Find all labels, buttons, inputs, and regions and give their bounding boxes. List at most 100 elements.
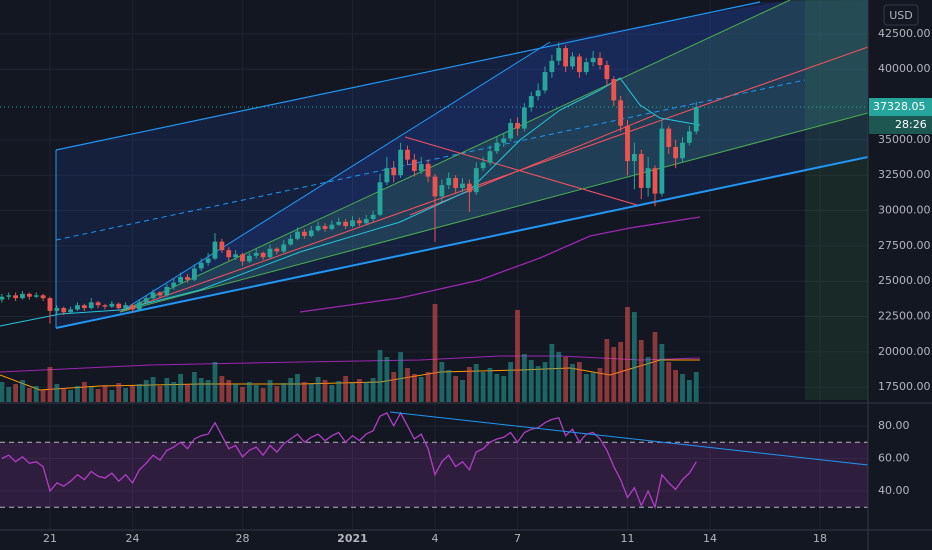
volume-bar (178, 374, 184, 402)
volume-bar (356, 379, 362, 402)
volume-bar (494, 374, 500, 402)
rsi-tick-label: 60.00 (878, 451, 910, 464)
candle-body (590, 57, 596, 63)
volume-bar (521, 354, 527, 402)
candle-body (130, 305, 135, 310)
candle-body (308, 230, 314, 236)
volume-bar (487, 368, 493, 402)
candle-body (288, 238, 294, 245)
candle-body (563, 48, 569, 67)
candle-body (240, 254, 245, 262)
candle-body (549, 60, 555, 73)
candle-body (336, 221, 342, 225)
rsi-tick-label: 80.00 (878, 419, 910, 432)
rsi-layer (0, 411, 868, 510)
fan-line (119, 46, 868, 313)
volume-bar (26, 388, 32, 402)
fan-line (119, 41, 551, 313)
last-price-box (869, 97, 932, 116)
volume-bar (185, 384, 190, 402)
candle-body (171, 282, 177, 287)
candle-body (6, 295, 12, 297)
candle-body (418, 163, 424, 171)
y-tick-label: 32500.00 (878, 168, 931, 181)
volume-bar (515, 310, 520, 402)
channel-bottom (55, 156, 868, 329)
volume-average (0, 355, 701, 373)
candle-body (315, 226, 321, 231)
candle-body (191, 268, 197, 280)
volume-bar (583, 374, 589, 402)
volume-bar (336, 381, 342, 402)
volume-bar (315, 377, 321, 402)
volume-bar (501, 376, 507, 402)
volume-bar (432, 304, 438, 402)
candle-body (0, 296, 5, 300)
y-tick-label: 35000.00 (878, 133, 931, 146)
fan-fill (120, 0, 868, 312)
candle-body (666, 128, 672, 147)
candle-body (47, 298, 53, 311)
volume-bar (288, 378, 294, 402)
volume-bar (618, 342, 624, 402)
volume-bar (576, 362, 582, 402)
volume-bar (666, 362, 672, 402)
moving-average (299, 216, 701, 313)
candle-body (501, 138, 507, 143)
volume-bar (631, 312, 637, 402)
volume-bar (693, 372, 699, 402)
candle-body (295, 231, 300, 239)
volume-bar (411, 374, 417, 402)
candle-body (198, 262, 204, 269)
volume-bar (556, 352, 562, 402)
candle-body (576, 56, 582, 73)
candle-body (611, 79, 617, 101)
candle-body (164, 286, 170, 296)
volume-bar (418, 377, 424, 402)
candle-body (466, 183, 472, 193)
candle-body (370, 214, 376, 220)
volume-bar (659, 344, 665, 402)
candle-body (88, 302, 94, 309)
volume-bar (61, 388, 67, 402)
volume-bar (33, 386, 39, 402)
y-tick-label: 22500.00 (878, 310, 931, 323)
volume-bar (473, 364, 479, 402)
candle-body (226, 250, 232, 258)
last-price-label: 37328.05 (873, 100, 926, 113)
volume-bar (102, 385, 108, 402)
candle-body (136, 302, 142, 310)
candle-body (40, 295, 46, 299)
rsi-tick-label: 40.00 (878, 484, 910, 497)
x-tick-label: 7 (514, 532, 521, 545)
volume-bar (453, 376, 459, 402)
candle-body (116, 303, 122, 309)
volume-bar (480, 372, 486, 402)
candle-body (384, 168, 390, 183)
volume-bar (528, 360, 534, 402)
candle-body (453, 178, 459, 188)
volume-bar (191, 372, 197, 402)
candle-body (625, 125, 630, 162)
candle-body (411, 159, 417, 171)
volume-bar (535, 366, 541, 402)
rsi-line (1, 411, 697, 510)
y-tick-label: 42500.00 (878, 27, 931, 40)
currency: USD (889, 9, 913, 22)
x-tick-label: 14 (703, 532, 717, 545)
grid (0, 0, 868, 530)
candle-body (515, 122, 520, 129)
candle-body (253, 252, 259, 256)
candle-body (693, 106, 699, 132)
candle-body (143, 298, 149, 303)
y-tick-label: 20000.00 (878, 345, 931, 358)
volume-bar (377, 350, 383, 402)
candle-body (494, 142, 500, 152)
volume-bar (246, 382, 252, 402)
volume-bar (570, 364, 575, 402)
candle-body (356, 220, 362, 224)
volume-bar (446, 370, 452, 402)
zone-fill (805, 0, 868, 400)
